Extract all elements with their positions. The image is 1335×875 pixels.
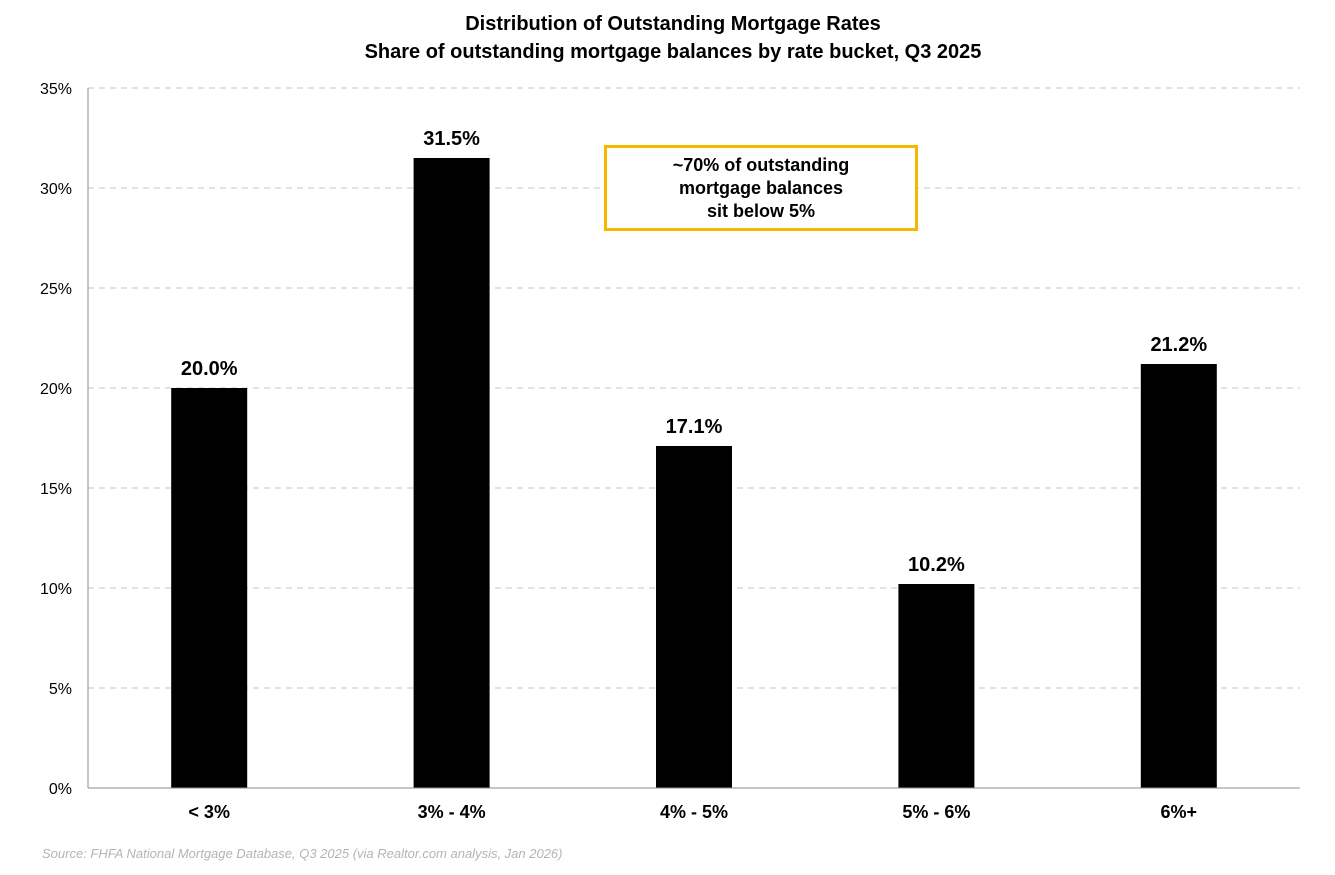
y-tick-label: 30% <box>40 181 72 198</box>
bar <box>656 446 732 788</box>
annotation-line-2: mortgage balances <box>679 178 843 198</box>
bar-value-label: 17.1% <box>666 416 723 438</box>
bar <box>898 584 975 788</box>
data-labels: 20.0% 31.5% 17.1% 10.2% 21.2% <box>181 128 1208 576</box>
bars <box>171 158 1217 788</box>
annotation-line-3: sit below 5% <box>707 201 815 221</box>
x-category-label: 6%+ <box>1161 802 1198 822</box>
y-tick-label: 20% <box>40 381 72 398</box>
y-tick-label: 25% <box>40 281 72 298</box>
chart-title: Distribution of Outstanding Mortgage Rat… <box>465 13 881 35</box>
bar <box>171 388 248 788</box>
y-tick-label: 0% <box>49 781 72 798</box>
x-category-label: < 3% <box>188 802 230 822</box>
annotation-callout: ~70% of outstanding mortgage balances si… <box>604 145 918 231</box>
y-tick-label: 10% <box>40 581 72 598</box>
bar-value-label: 10.2% <box>908 554 965 576</box>
y-axis-ticks: 0% 5% 10% 15% 20% 25% 30% 35% <box>40 81 72 798</box>
y-tick-label: 35% <box>40 81 72 98</box>
annotation-box <box>604 145 918 231</box>
bar <box>413 158 490 788</box>
x-axis-categories: < 3% 3% - 4% 4% - 5% 5% - 6% 6%+ <box>188 802 1197 822</box>
bar-value-label: 20.0% <box>181 358 238 380</box>
y-tick-label: 5% <box>49 681 72 698</box>
annotation-line-1: ~70% of outstanding <box>673 155 850 175</box>
bar-value-label: 31.5% <box>423 128 480 150</box>
chart-subtitle: Share of outstanding mortgage balances b… <box>365 41 982 63</box>
y-tick-label: 15% <box>40 481 72 498</box>
bar-value-label: 21.2% <box>1150 334 1207 356</box>
bar <box>1140 364 1217 788</box>
source-note: Source: FHFA National Mortgage Database,… <box>42 846 563 861</box>
x-category-label: 3% - 4% <box>418 802 486 822</box>
x-category-label: 4% - 5% <box>660 802 728 822</box>
x-category-label: 5% - 6% <box>902 802 970 822</box>
